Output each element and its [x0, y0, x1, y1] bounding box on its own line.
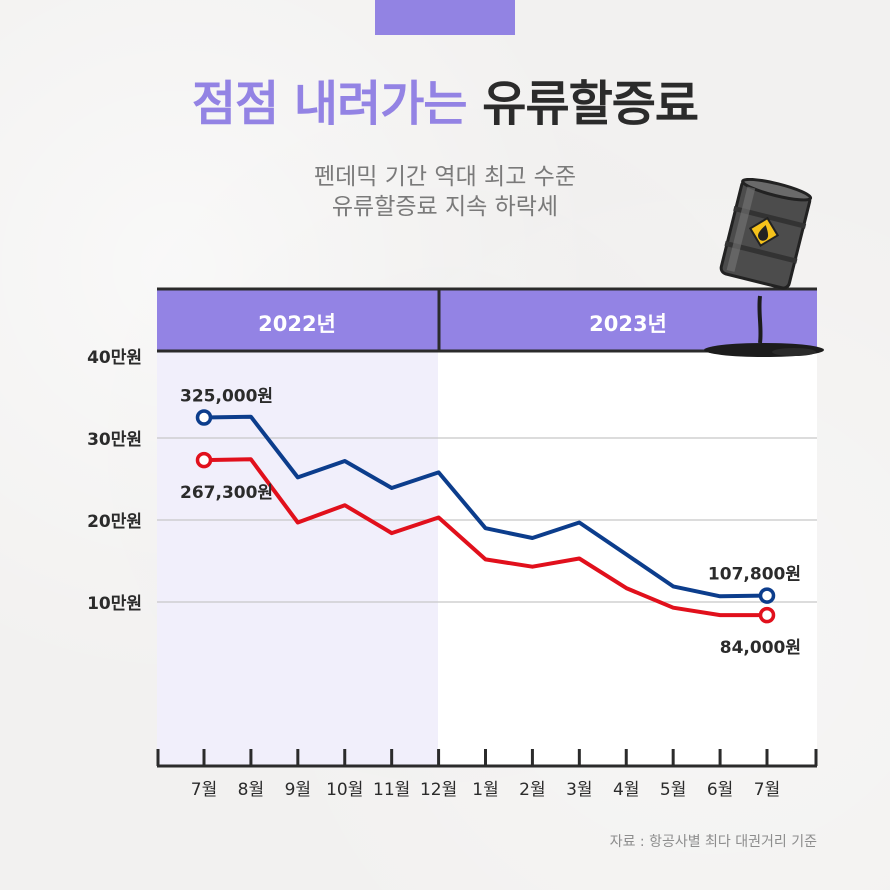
series-endpoint-marker — [195, 451, 213, 469]
subtitle: 펜데믹 기간 역대 최고 수준 유류할증료 지속 하락세 — [0, 162, 890, 222]
year-band-2022 — [157, 288, 438, 352]
source-note: 자료 : 항공사별 최다 대권거리 기준 — [609, 834, 817, 850]
x-tick-label: 11월 — [373, 780, 410, 800]
y-tick-label: 10만원 — [87, 594, 142, 614]
data-label: 107,800원 — [708, 565, 801, 585]
year-label-2022: 2022년 — [258, 312, 336, 336]
x-tick-label: 5월 — [660, 780, 686, 800]
data-label: 267,300원 — [180, 483, 273, 503]
series-line-0 — [203, 414, 768, 599]
year-label-2023: 2023년 — [589, 312, 667, 336]
oil-drip — [757, 295, 763, 344]
x-tick-label: 10월 — [326, 780, 363, 800]
y-tick-label: 40만원 — [87, 348, 142, 368]
x-tick-label: 4월 — [613, 780, 639, 800]
oil-drop-icon — [758, 225, 769, 241]
top-tab-decoration — [375, 0, 515, 35]
page-title: 점점 내려가는 유류할증료 — [0, 74, 890, 134]
x-tick-label: 7월 — [754, 780, 780, 800]
year-band-2023 — [440, 288, 817, 352]
x-tick-label: 6월 — [707, 780, 733, 800]
x-tick-label: 2월 — [519, 780, 545, 800]
x-tick-label: 8월 — [238, 780, 264, 800]
title-highlight: 점점 내려가는 — [191, 76, 468, 132]
series-endpoint-marker — [758, 587, 776, 604]
data-label: 325,000원 — [180, 387, 273, 407]
subtitle-line-1: 펜데믹 기간 역대 최고 수준 — [313, 164, 576, 190]
series-endpoint-marker — [195, 409, 213, 426]
x-tick-label: 1월 — [472, 780, 498, 800]
subtitle-line-2: 유류할증료 지속 하락세 — [331, 194, 559, 220]
x-tick-label: 3월 — [566, 780, 592, 800]
oil-barrel-icon — [704, 178, 824, 357]
y-tick-label: 30만원 — [87, 430, 142, 450]
y-tick-label: 20만원 — [87, 512, 142, 532]
series-endpoint-marker — [758, 606, 776, 624]
x-tick-label: 7월 — [191, 780, 217, 800]
x-tick-label: 12월 — [420, 780, 457, 800]
title-main: 유류할증료 — [482, 76, 699, 132]
series-line-1 — [203, 457, 767, 618]
data-label: 84,000원 — [720, 638, 801, 658]
x-tick-label: 9월 — [285, 780, 311, 800]
